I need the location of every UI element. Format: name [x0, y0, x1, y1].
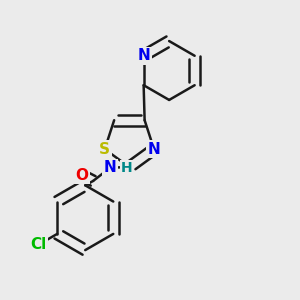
Text: S: S — [99, 142, 110, 157]
Text: N: N — [104, 160, 117, 175]
Text: N: N — [137, 48, 150, 63]
Text: N: N — [148, 142, 160, 157]
Text: Cl: Cl — [30, 238, 46, 253]
Text: O: O — [75, 167, 88, 182]
Text: H: H — [121, 161, 132, 175]
